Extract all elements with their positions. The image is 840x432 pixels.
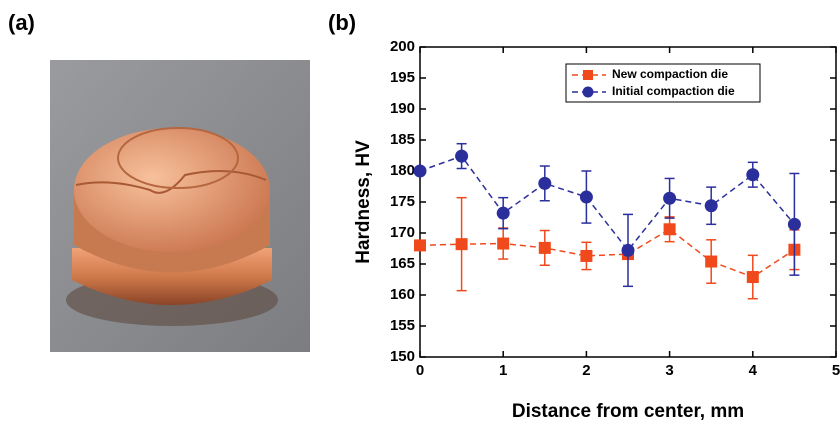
marker [663,223,676,236]
legend-marker [583,70,593,80]
marker [746,271,759,284]
legend: New compaction die Initial compaction die [565,63,761,103]
y-tick-label: 185 [390,131,415,148]
y-tick-label: 190 [390,100,415,117]
marker [663,191,677,205]
marker [704,199,718,213]
x-tick-label: 0 [416,362,424,379]
legend-marker [582,86,594,98]
x-tick-label: 3 [665,362,673,379]
marker [621,243,635,257]
y-tick-label: 170 [390,224,415,241]
legend-box [565,63,761,103]
legend-label: New compaction die [612,67,728,81]
x-tick-label: 5 [832,362,840,379]
marker [538,176,552,190]
marker [705,255,718,268]
y-tick-label: 175 [390,193,415,210]
marker [497,237,510,250]
y-axis-label: Hardness, HV [353,140,374,264]
marker [413,164,427,178]
marker [579,190,593,204]
marker [538,241,551,254]
y-tick-label: 165 [390,255,415,272]
marker [414,239,426,252]
y-tick-label: 200 [390,38,415,55]
series-line [419,228,795,278]
y-tick-label: 195 [390,69,415,86]
y-tick-label: 155 [390,317,415,334]
y-tick-label: 160 [390,286,415,303]
marker [455,238,468,251]
series [413,142,801,288]
series-line [419,155,795,252]
marker [455,149,469,163]
panel-label: (a) [8,10,35,35]
legend-label: Initial compaction die [612,84,735,98]
photo [50,60,310,352]
y-tick-label: 180 [390,162,415,179]
series [414,196,801,300]
y-tick-label: 150 [390,348,415,365]
panel-label: (b) [328,10,356,35]
marker [496,206,510,220]
x-tick-label: 4 [749,362,758,379]
marker [580,249,593,262]
x-axis-label: Distance from center, mm [512,401,744,422]
marker [746,168,760,182]
x-tick-label: 1 [499,362,507,379]
x-tick-label: 2 [582,362,590,379]
marker [787,217,801,231]
